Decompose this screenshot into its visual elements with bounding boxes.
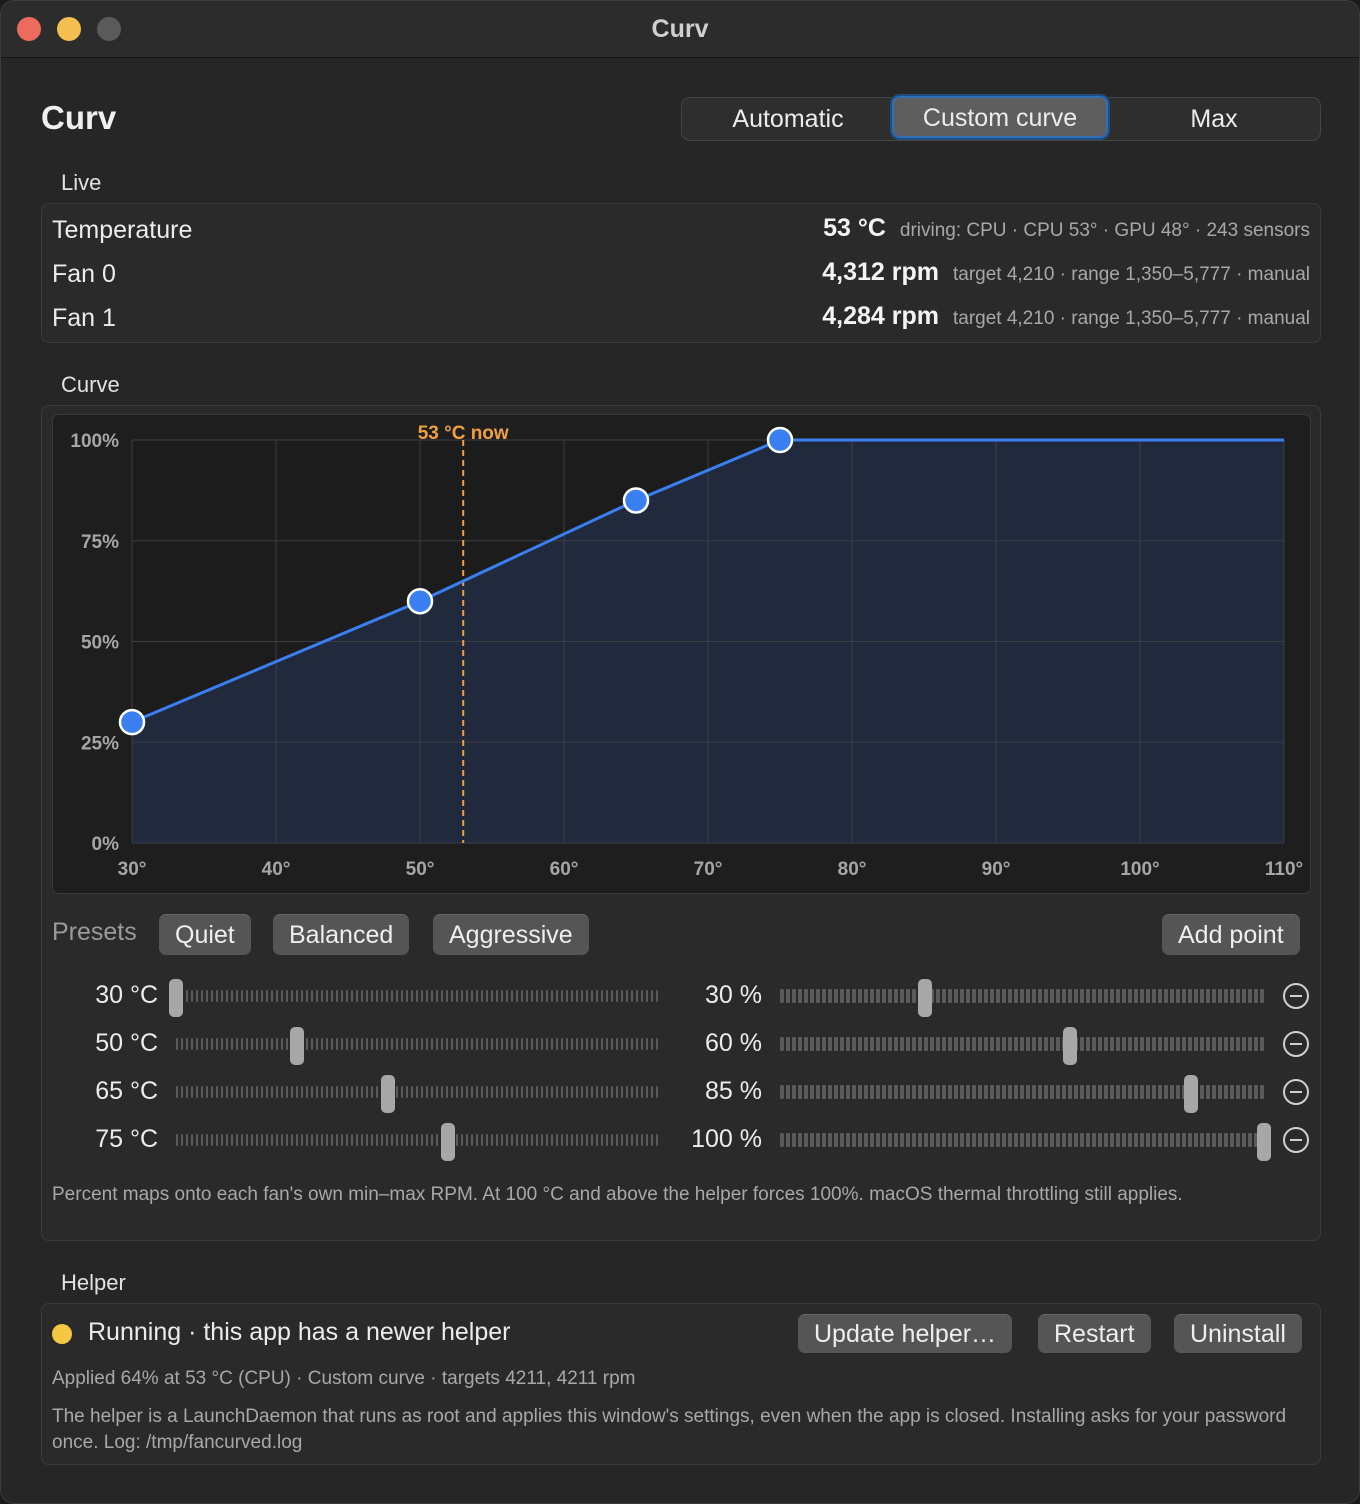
live-row-detail: target 4,210 · range 1,350–5,777 · manua… [952,308,1310,329]
uninstall-button[interactable]: Uninstall [1174,1314,1302,1353]
helper-description: The helper is a LaunchDaemon that runs a… [52,1406,1287,1453]
remove-point-icon[interactable] [1283,983,1309,1009]
minimize-window-button[interactable] [57,17,81,41]
live-row-name: Temperature [52,216,193,244]
curve-section-label: Curve [61,372,120,397]
point-pct-label: 85 % [705,1077,762,1105]
x-tick-label: 60° [550,859,579,880]
live-row-name: Fan 0 [52,260,116,288]
restart-button[interactable]: Restart [1038,1314,1151,1353]
point-temp-label: 65 °C [95,1077,158,1105]
slider-track [780,1037,1264,1051]
point-temp-label: 50 °C [95,1029,158,1057]
mode-automatic[interactable]: Automatic [732,105,844,133]
preset-aggressive-button[interactable]: Aggressive [433,914,589,955]
remove-point-icon[interactable] [1283,1031,1309,1057]
live-row-value: 4,312 rpm [822,258,939,286]
update-helper-button[interactable]: Update helper… [798,1314,1013,1353]
slider-track [176,1133,660,1147]
x-tick-label: 70° [694,859,723,880]
slider-thumb[interactable] [1257,1123,1271,1161]
x-tick-label: 90° [982,859,1011,880]
slider-thumb[interactable] [1184,1075,1199,1113]
x-tick-label: 40° [262,859,291,880]
slider-track [780,1085,1264,1099]
mode-max[interactable]: Max [1190,105,1238,133]
remove-point-icon[interactable] [1283,1079,1309,1105]
point-pct-slider[interactable] [780,1027,1264,1065]
live-row-fan-1: Fan 1 4,284 rpm target 4,210 · range 1,35… [52,298,1310,338]
x-tick-label: 30° [118,859,147,880]
slider-thumb[interactable] [441,1123,456,1161]
slider-track [176,1037,660,1051]
slider-track [780,1133,1264,1147]
helper-status-text: Running · this app has a newer helper [88,1318,511,1346]
live-row-fan-0: Fan 0 4,312 rpm target 4,210 · range 1,35… [52,254,1310,294]
remove-point-icon[interactable] [1283,1127,1309,1153]
live-row-name: Fan 1 [52,304,116,332]
slider-thumb[interactable] [169,979,183,1017]
y-tick-label: 75% [81,532,119,553]
x-tick-label: 50° [406,859,435,880]
title-bar: Curv [1,1,1359,58]
window-title: Curv [651,15,709,43]
preset-balanced-button[interactable]: Balanced [273,914,410,955]
app-title: Curv [41,99,117,136]
live-row-value: 53 °C [823,214,886,242]
point-temp-label: 75 °C [95,1125,158,1153]
slider-thumb[interactable] [380,1075,395,1113]
point-temp-slider[interactable] [176,1027,660,1065]
current-temp-marker-label: 53 °C now [418,423,509,444]
helper-section-label: Helper [61,1270,126,1295]
point-pct-slider[interactable] [780,1075,1264,1113]
presets-label: Presets [52,918,137,946]
helper-panel: Running · this app has a newer helper Up… [41,1303,1321,1465]
curve-point[interactable] [118,708,146,736]
mode-custom-curve[interactable]: Custom curve [892,96,1108,138]
x-tick-label: 80° [838,859,867,880]
slider-thumb[interactable] [918,979,933,1017]
curve-panel: 30° 40° 50° 60° 70° 80° 90° 100° 110° 0% 25% 50% 75%… [41,405,1321,1241]
slider-track [176,1085,660,1099]
y-tick-label: 50% [81,633,119,654]
fan-curve-chart-svg: 30° 40° 50° 60° 70° 80° 90° 100° 110° 0% 25% 50% 75%… [70,423,1303,880]
live-row-value: 4,284 rpm [822,302,939,330]
zoom-window-button[interactable] [97,17,121,41]
live-panel: Temperature 53 °C driving: CPU · CPU 53° … [41,203,1321,343]
slider-thumb[interactable] [290,1027,304,1065]
x-tick-label: 100° [1120,859,1159,880]
live-row-detail: target 4,210 · range 1,350–5,777 · manua… [952,264,1310,285]
close-window-button[interactable] [17,17,41,41]
curve-point[interactable] [766,426,794,454]
point-temp-slider[interactable] [176,1075,660,1113]
curve-note: Percent maps onto each fan's own min–max… [52,1184,1183,1205]
point-temp-slider[interactable] [176,1123,660,1161]
point-pct-label: 100 % [691,1125,762,1153]
slider-thumb[interactable] [1063,1027,1078,1065]
point-pct-slider[interactable] [780,979,1264,1017]
add-point-button[interactable]: Add point [1162,914,1300,955]
y-tick-label: 0% [92,834,120,855]
y-tick-label: 25% [81,733,119,754]
live-row-detail: driving: CPU · CPU 53° · GPU 48° · 243 s… [899,220,1310,241]
curve-point[interactable] [622,487,650,514]
y-tick-label: 100% [70,431,119,452]
point-temp-label: 30 °C [95,981,158,1009]
preset-quiet-button[interactable]: Quiet [159,914,251,955]
live-section-label: Live [61,170,102,195]
status-indicator-icon [52,1324,72,1344]
point-pct-slider[interactable] [780,1123,1271,1161]
point-pct-label: 30 % [705,981,762,1009]
slider-track [780,989,1264,1003]
curve-point[interactable] [406,587,434,615]
slider-track [176,989,660,1003]
point-pct-label: 60 % [705,1029,762,1057]
point-temp-slider[interactable] [169,979,660,1017]
helper-applied-text: Applied 64% at 53 °C (CPU) · Custom curv… [52,1368,636,1389]
mode-selector: Automatic Max Custom curve [681,96,1321,141]
x-tick-label: 110° [1265,859,1303,880]
live-row-temperature: Temperature 53 °C driving: CPU · CPU 53° … [52,210,1310,250]
fan-curve-chart[interactable]: 30° 40° 50° 60° 70° 80° 90° 100° 110° 0% 25% 50% 75%… [52,414,1311,894]
